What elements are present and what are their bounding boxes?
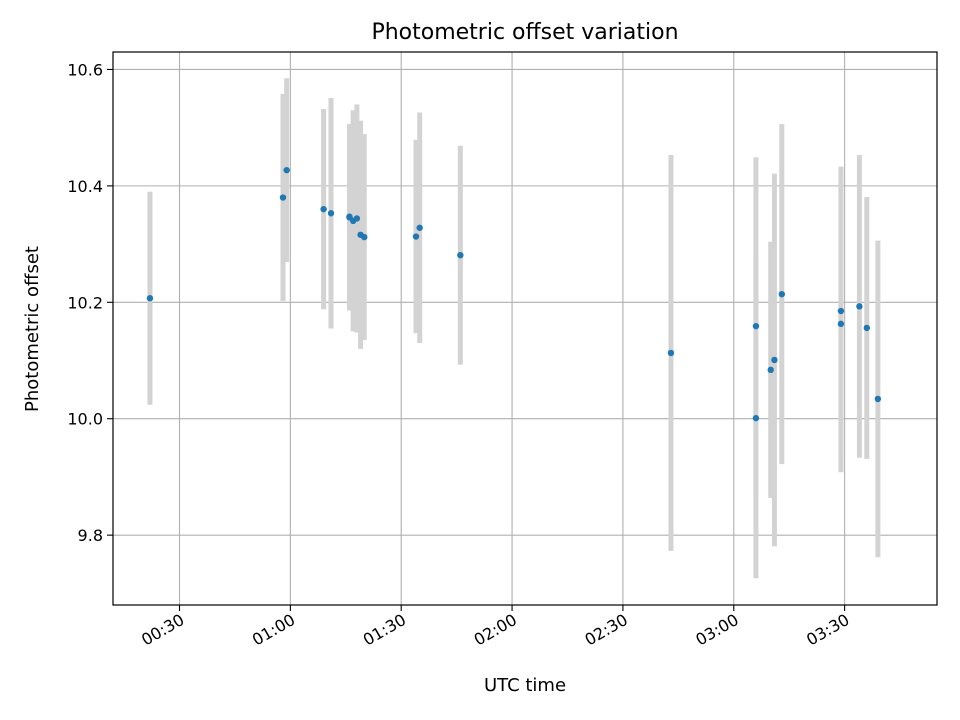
data-point	[863, 324, 870, 332]
data-point	[457, 251, 464, 259]
data-point	[283, 166, 290, 174]
data-points	[146, 166, 882, 422]
y-tick-label: 9.8	[78, 526, 103, 545]
x-axis-label: UTC time	[484, 675, 566, 696]
data-point	[353, 215, 361, 222]
data-point	[837, 307, 845, 315]
data-point	[837, 320, 845, 328]
data-point	[752, 414, 760, 422]
data-point	[667, 349, 675, 357]
y-axis-ticks: 9.8 10.0 10.2 10.4 10.6	[67, 60, 113, 545]
data-point	[361, 233, 368, 241]
y-tick-label: 10.2	[67, 293, 103, 312]
grid	[113, 52, 937, 605]
y-axis-label: Photometric offset	[22, 246, 43, 412]
data-point	[327, 210, 335, 217]
data-point	[752, 322, 760, 330]
plot-frame	[112, 51, 938, 606]
data-point	[412, 233, 420, 240]
data-point	[279, 194, 287, 201]
data-point	[874, 395, 882, 403]
data-point	[146, 295, 154, 302]
y-tick-label: 10.6	[67, 60, 103, 79]
data-point	[416, 224, 423, 231]
data-point	[856, 303, 863, 310]
chart-title: Photometric offset variation	[371, 20, 678, 45]
data-point	[778, 290, 786, 298]
data-point	[767, 366, 774, 374]
data-point	[771, 356, 778, 364]
y-tick-label: 10.0	[67, 410, 103, 429]
y-tick-label: 10.4	[67, 177, 103, 196]
data-point	[320, 205, 327, 213]
